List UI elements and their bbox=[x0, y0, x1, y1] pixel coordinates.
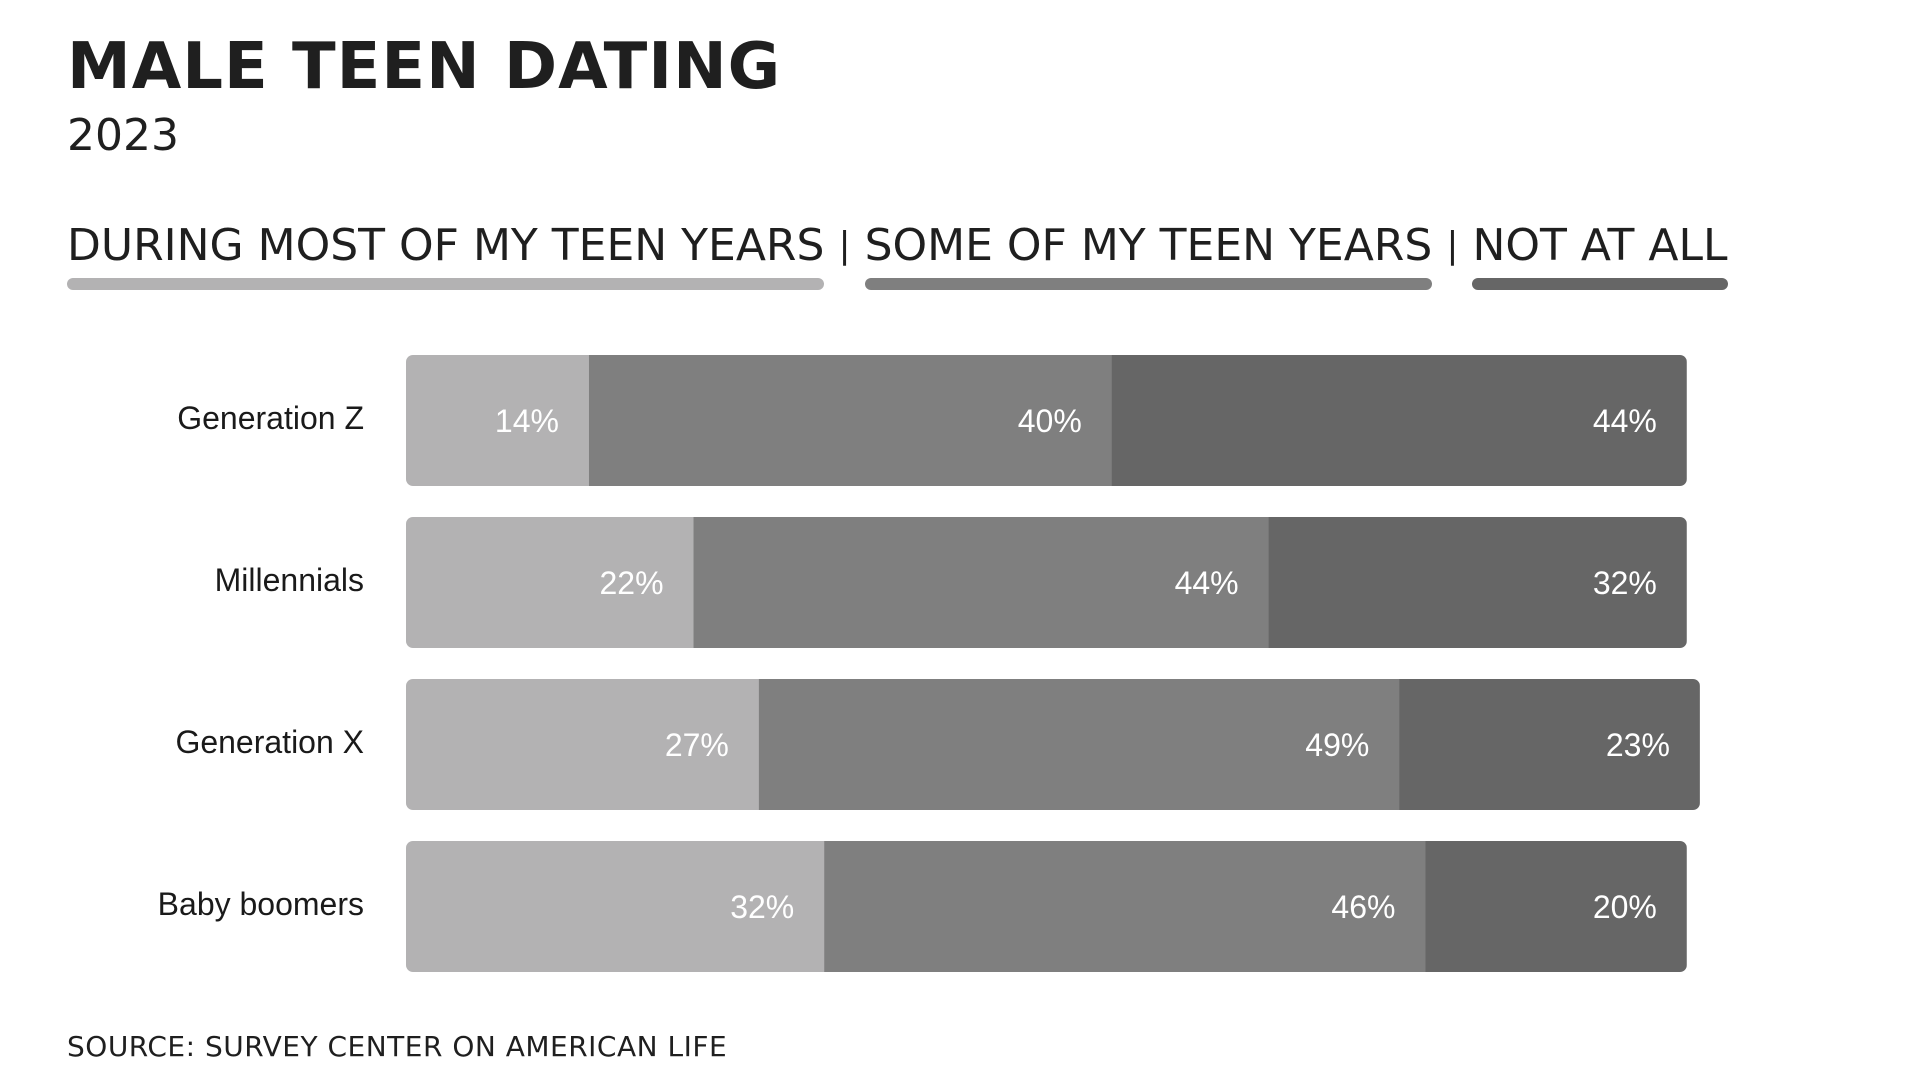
bar-segment-baby-boomers-some-of-my-teen-years bbox=[824, 841, 1427, 972]
bar-row-baby-boomers bbox=[406, 841, 1687, 972]
legend-separator: | bbox=[1446, 225, 1459, 266]
legend-label-some: SOME OF MY TEEN YEARS bbox=[864, 220, 1433, 271]
value-label-generation-x-some-of-my-teen-years: 49% bbox=[1305, 727, 1369, 763]
category-label-baby-boomers: Baby boomers bbox=[158, 886, 364, 922]
bar-segment-millennials-not-at-all bbox=[1268, 517, 1687, 648]
chart-title: MALE TEEN DATING bbox=[67, 30, 782, 104]
legend-item-most: DURING MOST OF MY TEEN YEARS bbox=[67, 218, 825, 290]
legend-swatch-not bbox=[1472, 278, 1728, 290]
value-label-generation-x-during-most-of-my-teen-years: 27% bbox=[665, 727, 729, 763]
bar-segment-generation-x-not-at-all bbox=[1399, 679, 1700, 810]
bar-row-generation-z bbox=[406, 355, 1687, 486]
value-label-generation-z-not-at-all: 44% bbox=[1593, 403, 1657, 439]
bar-segment-generation-z-not-at-all bbox=[1111, 355, 1687, 486]
legend-label-not: NOT AT ALL bbox=[1472, 220, 1728, 271]
bar-segment-millennials-during-most-of-my-teen-years bbox=[406, 517, 695, 648]
legend: DURING MOST OF MY TEEN YEARS | SOME OF M… bbox=[67, 218, 1728, 290]
bar-segment-millennials-some-of-my-teen-years bbox=[693, 517, 1270, 648]
bar-row-generation-x bbox=[406, 679, 1700, 810]
bar-row-millennials bbox=[406, 517, 1687, 648]
category-label-millennials: Millennials bbox=[215, 562, 364, 598]
bar-segment-baby-boomers-during-most-of-my-teen-years bbox=[406, 841, 826, 972]
legend-item-some: SOME OF MY TEEN YEARS bbox=[864, 218, 1433, 290]
value-label-millennials-during-most-of-my-teen-years: 22% bbox=[599, 565, 663, 601]
bar-segment-generation-z-during-most-of-my-teen-years bbox=[406, 355, 590, 486]
value-label-millennials-some-of-my-teen-years: 44% bbox=[1175, 565, 1239, 601]
category-label-generation-x: Generation X bbox=[175, 724, 364, 760]
legend-swatch-most bbox=[67, 278, 825, 290]
source-note: SOURCE: SURVEY CENTER ON AMERICAN LIFE bbox=[67, 1030, 728, 1063]
bar-segment-generation-z-some-of-my-teen-years bbox=[588, 355, 1113, 486]
legend-separator: | bbox=[838, 225, 851, 266]
value-label-generation-z-during-most-of-my-teen-years: 14% bbox=[495, 403, 559, 439]
bar-segment-generation-x-some-of-my-teen-years bbox=[758, 679, 1401, 810]
bar-segment-baby-boomers-not-at-all bbox=[1425, 841, 1687, 972]
value-label-baby-boomers-during-most-of-my-teen-years: 32% bbox=[730, 889, 794, 925]
legend-swatch-some bbox=[864, 278, 1433, 290]
legend-item-not: NOT AT ALL bbox=[1472, 218, 1728, 290]
value-label-baby-boomers-some-of-my-teen-years: 46% bbox=[1331, 889, 1395, 925]
value-label-generation-z-some-of-my-teen-years: 40% bbox=[1018, 403, 1082, 439]
category-label-generation-z: Generation Z bbox=[177, 400, 364, 436]
legend-label-most: DURING MOST OF MY TEEN YEARS bbox=[67, 220, 825, 271]
value-label-generation-x-not-at-all: 23% bbox=[1606, 727, 1670, 763]
chart-subtitle: 2023 bbox=[67, 110, 179, 161]
bar-segment-generation-x-during-most-of-my-teen-years bbox=[406, 679, 760, 810]
value-label-baby-boomers-not-at-all: 20% bbox=[1593, 889, 1657, 925]
value-label-millennials-not-at-all: 32% bbox=[1593, 565, 1657, 601]
